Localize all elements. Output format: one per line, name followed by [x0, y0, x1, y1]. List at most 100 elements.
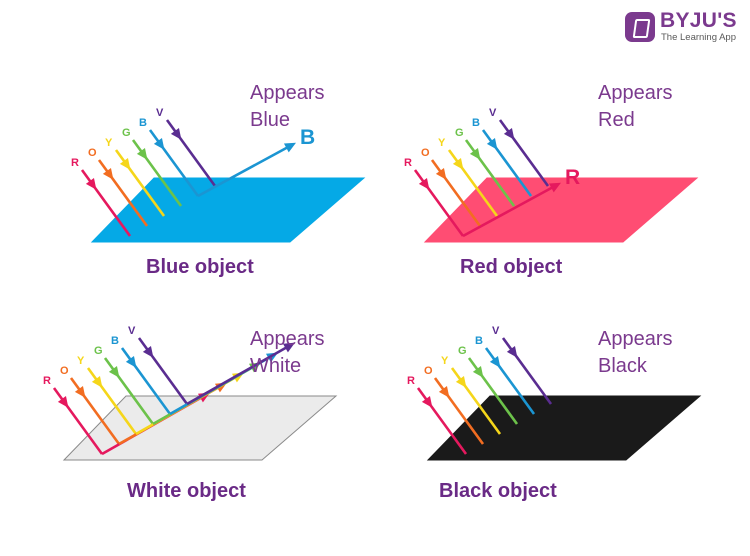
ray-label-V: V: [156, 107, 164, 119]
ray-label-B: B: [111, 335, 119, 347]
appears-line2: Black: [598, 355, 647, 377]
ray-label-R: R: [404, 157, 412, 169]
ray-arrowhead: [503, 127, 515, 140]
logo-tagline: The Learning App: [661, 32, 737, 43]
ray-label-O: O: [424, 365, 433, 377]
ray-arrowhead: [506, 345, 518, 358]
ray-arrowhead: [119, 157, 131, 170]
ray-label-Y: Y: [105, 137, 113, 149]
ray-arrowhead: [74, 385, 86, 398]
ray-label-R: R: [407, 375, 415, 387]
ray-arrowhead: [438, 385, 450, 398]
ray-arrowhead: [125, 355, 137, 368]
appears-label: Appears Blue: [250, 80, 325, 134]
reflected-ray-B: B: [197, 126, 315, 198]
ray-label-Y: Y: [438, 137, 446, 149]
ray-arrowhead: [85, 177, 97, 190]
incident-ray-O: O: [421, 147, 482, 227]
ray-label-V: V: [492, 325, 500, 337]
byjus-logo: BYJU'S The Learning App: [625, 9, 747, 48]
ray-label-R: R: [71, 157, 79, 169]
ray-arrowhead: [472, 365, 484, 378]
appears-label: Appears Black: [598, 326, 673, 380]
incident-ray-O: O: [424, 365, 485, 445]
ray-label-V: V: [489, 107, 497, 119]
incident-ray-V: V: [489, 107, 550, 187]
ray-arrowhead: [282, 342, 295, 353]
ray-label-V: V: [128, 325, 136, 337]
incident-ray-O: O: [88, 147, 149, 227]
reflected-letter-B: B: [300, 126, 315, 149]
ray-label-Y: Y: [77, 355, 85, 367]
incident-ray-B: B: [111, 335, 172, 415]
incident-ray-V: V: [128, 325, 189, 405]
incident-ray-R: R: [407, 375, 468, 455]
incident-ray-G: G: [94, 345, 155, 425]
ray-arrowhead: [548, 182, 561, 193]
incident-ray-V: V: [492, 325, 553, 405]
ray-arrowhead: [153, 137, 165, 150]
object-surface: [62, 395, 338, 461]
ray-label-R: R: [43, 375, 51, 387]
ray-arrowhead: [142, 345, 154, 358]
ray-label-B: B: [475, 335, 483, 347]
object-caption: Red object: [460, 256, 563, 278]
ray-arrowhead: [102, 167, 114, 180]
incident-ray-R: R: [404, 157, 465, 237]
ray-arrowhead: [421, 395, 433, 408]
ray-label-G: G: [455, 127, 464, 139]
ray-arrowhead: [418, 177, 430, 190]
ray-arrowhead: [108, 365, 120, 378]
ray-label-B: B: [139, 117, 147, 129]
incident-ray-Y: Y: [441, 355, 502, 435]
incident-ray-V: V: [156, 107, 217, 187]
appears-line2: Red: [598, 109, 635, 131]
reflected-ray-V: [186, 342, 295, 406]
incident-ray-B: B: [139, 117, 200, 197]
incident-ray-Y: Y: [105, 137, 166, 217]
incident-ray-O: O: [60, 365, 121, 445]
ray-label-G: G: [458, 345, 467, 357]
ray-arrowhead: [91, 375, 103, 388]
object-surface: [426, 395, 702, 461]
incident-ray-R: R: [71, 157, 132, 237]
ray-arrowhead: [452, 157, 464, 170]
appears-label: Appears White: [250, 326, 325, 380]
incident-ray-Y: Y: [438, 137, 499, 217]
appears-line1: Appears: [250, 328, 325, 350]
ray-arrowhead: [469, 147, 481, 160]
incident-ray-Y: Y: [77, 355, 138, 435]
reflected-letter-R: R: [565, 166, 580, 189]
ray-label-B: B: [472, 117, 480, 129]
ray-arrowhead: [435, 167, 447, 180]
incident-ray-G: G: [458, 345, 519, 425]
ray-arrowhead: [136, 147, 148, 160]
ray-arrowhead: [57, 395, 69, 408]
ray-arrowhead: [170, 127, 182, 140]
incident-ray-B: B: [475, 335, 536, 415]
ray-arrowhead: [455, 375, 467, 388]
incident-ray-B: B: [472, 117, 533, 197]
byjus-logo-icon: [625, 12, 655, 42]
object-surface: [423, 177, 699, 243]
ray-label-O: O: [60, 365, 69, 377]
ray-arrowhead: [283, 142, 296, 153]
appears-label: Appears Red: [598, 80, 673, 134]
ray-label-G: G: [94, 345, 103, 357]
reflected-ray-R: R: [462, 166, 580, 238]
object-caption: Blue object: [146, 256, 254, 278]
appears-line2: White: [250, 355, 302, 377]
object-caption: Black object: [439, 480, 557, 502]
incident-ray-R: R: [43, 375, 104, 455]
ray-arrowhead: [486, 137, 498, 150]
ray-arrowhead: [489, 355, 501, 368]
ray-label-G: G: [122, 127, 131, 139]
